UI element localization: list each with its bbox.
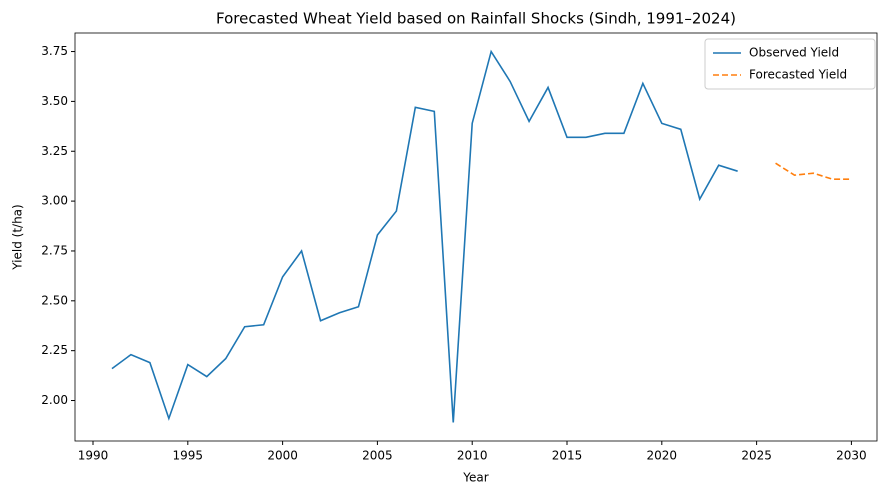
x-tick-label: 2020 (647, 449, 678, 463)
y-tick-label: 3.50 (41, 94, 68, 108)
plot-frame (74, 32, 878, 442)
y-tick-label: 3.00 (41, 194, 68, 208)
y-tick-label: 2.75 (41, 243, 68, 257)
legend-label: Forecasted Yield (749, 68, 847, 82)
y-tick-label: 2.25 (41, 343, 68, 357)
data-line (111, 49, 738, 423)
legend-label: Observed Yield (749, 46, 839, 60)
x-tick-label: 2030 (836, 449, 867, 463)
x-tick-label: 2000 (267, 449, 298, 463)
x-tick-label: 1995 (173, 449, 204, 463)
x-tick-label: 1990 (78, 449, 109, 463)
y-tick-label: 3.75 (41, 44, 68, 58)
y-tick-label: 3.25 (41, 144, 68, 158)
x-axis-label: Year (462, 471, 488, 485)
chart-title: Forecasted Wheat Yield based on Rainfall… (216, 10, 736, 28)
x-tick-label: 2010 (457, 449, 488, 463)
y-axis-label: Yield (t/ha) (11, 204, 25, 270)
data-line (775, 162, 852, 180)
x-tick-label: 2005 (362, 449, 393, 463)
y-tick-label: 2.00 (41, 393, 68, 407)
x-tick-label: 2025 (741, 449, 772, 463)
y-tick-label: 2.50 (41, 293, 68, 307)
x-tick-label: 2015 (552, 449, 583, 463)
legend-box (704, 38, 876, 90)
